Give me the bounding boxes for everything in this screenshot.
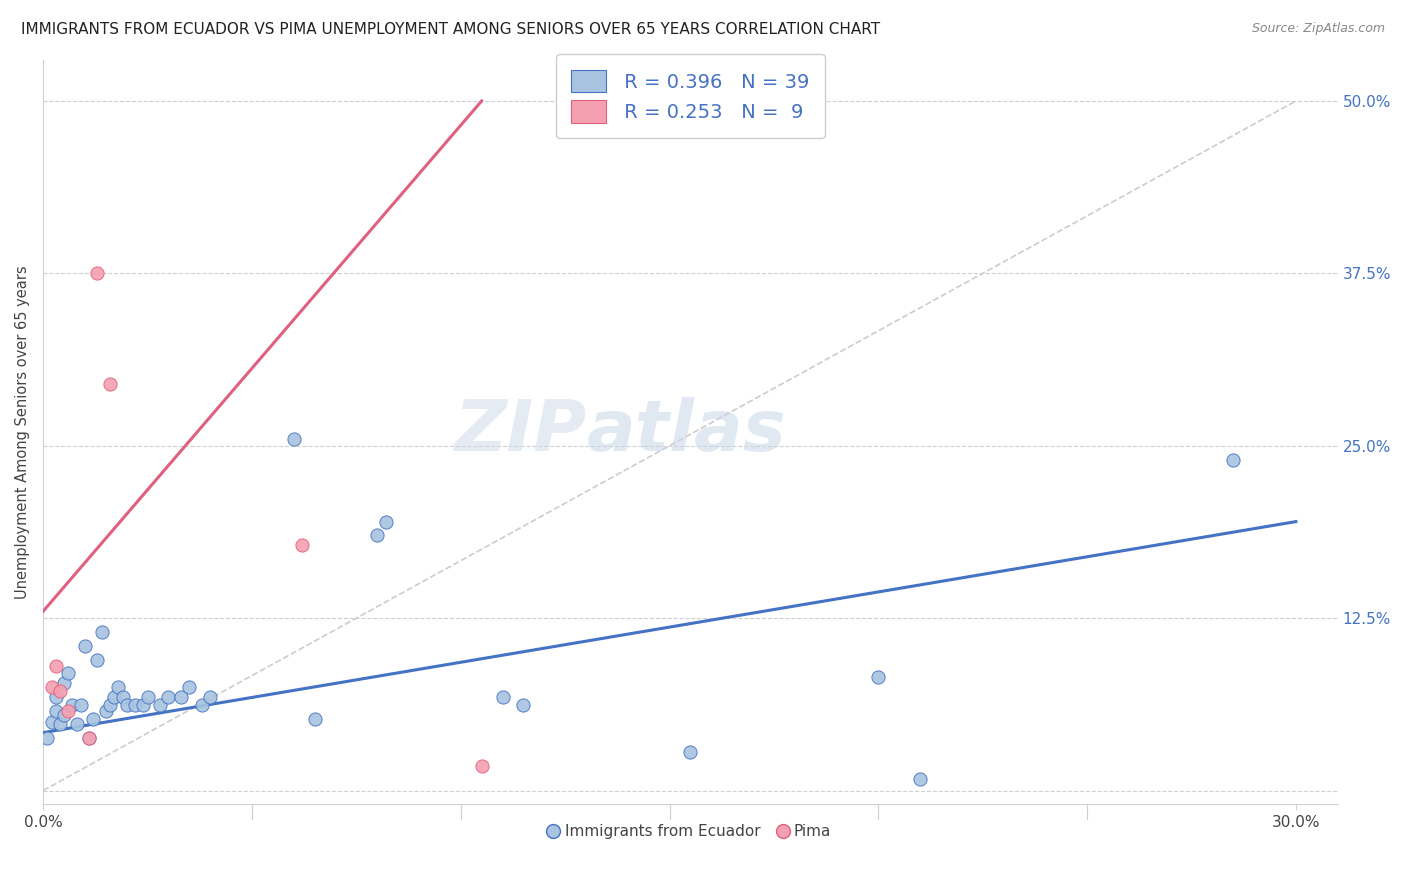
Point bbox=[491, 690, 513, 704]
Point bbox=[58, 666, 80, 681]
Point bbox=[69, 698, 91, 712]
Point bbox=[111, 690, 134, 704]
Point bbox=[1222, 452, 1244, 467]
Point bbox=[77, 731, 100, 745]
Point bbox=[679, 745, 702, 759]
Point bbox=[124, 698, 146, 712]
Point bbox=[179, 680, 201, 694]
Point bbox=[374, 515, 396, 529]
Point bbox=[65, 717, 87, 731]
Point bbox=[94, 704, 117, 718]
Point bbox=[45, 704, 67, 718]
Point bbox=[157, 690, 180, 704]
Y-axis label: Unemployment Among Seniors over 65 years: Unemployment Among Seniors over 65 years bbox=[15, 265, 30, 599]
Point bbox=[58, 704, 80, 718]
Point bbox=[49, 684, 72, 698]
Point bbox=[86, 652, 108, 666]
Point bbox=[98, 376, 121, 391]
Point bbox=[512, 698, 534, 712]
Point bbox=[62, 698, 84, 712]
Text: ZIP: ZIP bbox=[454, 398, 586, 467]
Point bbox=[200, 690, 222, 704]
Point bbox=[136, 690, 159, 704]
Point bbox=[868, 670, 890, 684]
Point bbox=[53, 707, 76, 722]
Point bbox=[103, 690, 125, 704]
Point bbox=[304, 712, 326, 726]
Point bbox=[73, 639, 96, 653]
Point bbox=[82, 712, 104, 726]
Point bbox=[471, 758, 494, 772]
Point bbox=[366, 528, 388, 542]
Point bbox=[41, 714, 63, 729]
Point bbox=[45, 690, 67, 704]
Point bbox=[86, 266, 108, 280]
Point bbox=[107, 680, 129, 694]
Text: atlas: atlas bbox=[586, 398, 786, 467]
Point bbox=[77, 731, 100, 745]
Point bbox=[170, 690, 193, 704]
Point bbox=[291, 538, 314, 552]
Point bbox=[49, 717, 72, 731]
Point bbox=[191, 698, 214, 712]
Point bbox=[98, 698, 121, 712]
Text: Source: ZipAtlas.com: Source: ZipAtlas.com bbox=[1251, 22, 1385, 36]
Text: IMMIGRANTS FROM ECUADOR VS PIMA UNEMPLOYMENT AMONG SENIORS OVER 65 YEARS CORRELA: IMMIGRANTS FROM ECUADOR VS PIMA UNEMPLOY… bbox=[21, 22, 880, 37]
Point bbox=[41, 680, 63, 694]
Point bbox=[37, 731, 59, 745]
Point bbox=[45, 659, 67, 673]
Legend: Immigrants from Ecuador, Pima: Immigrants from Ecuador, Pima bbox=[543, 818, 838, 845]
Point bbox=[149, 698, 172, 712]
Point bbox=[53, 676, 76, 690]
Point bbox=[90, 624, 112, 639]
Point bbox=[132, 698, 155, 712]
Point bbox=[908, 772, 931, 787]
Point bbox=[283, 432, 305, 446]
Point bbox=[115, 698, 138, 712]
